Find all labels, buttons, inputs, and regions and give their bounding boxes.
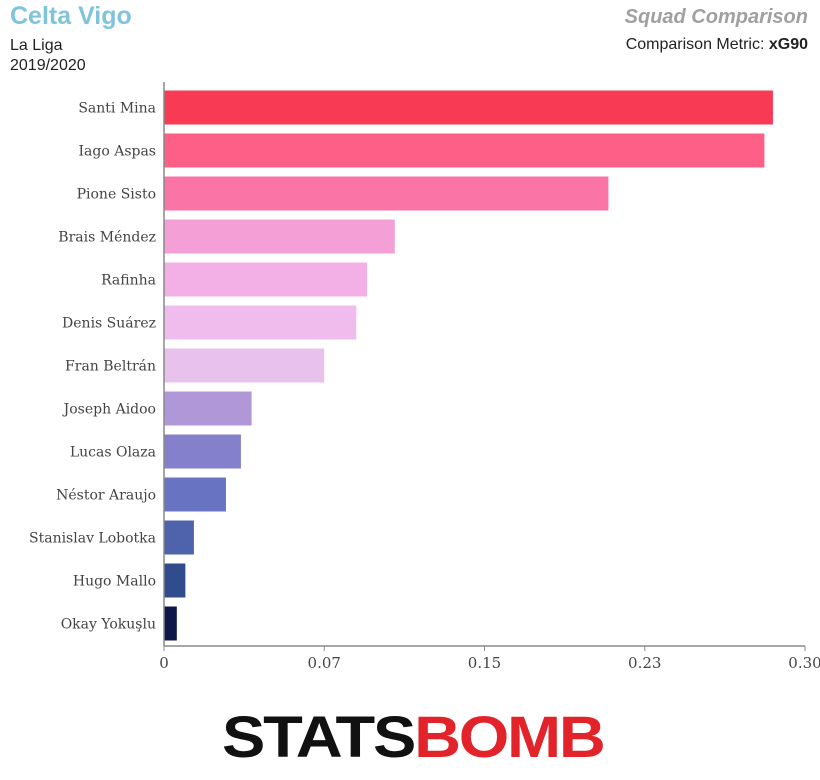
league-name: La Liga (10, 37, 63, 54)
category-label-10: Stanislav Lobotka (29, 531, 156, 547)
bar-7 (164, 391, 252, 426)
statsbomb-logo: STATSBOMB (222, 705, 606, 770)
category-label-2: Pione Sisto (77, 187, 156, 203)
category-label-8: Lucas Olaza (70, 445, 156, 461)
bar-8 (164, 434, 241, 469)
bar-1 (164, 133, 765, 168)
x-tick-label-4: 0.30 (788, 654, 820, 672)
x-tick-label-1: 0.07 (308, 654, 341, 672)
category-label-9: Néstor Araujo (56, 488, 156, 504)
bar-6 (164, 348, 325, 383)
category-label-4: Rafinha (101, 273, 156, 289)
chart-title: Squad Comparison (624, 6, 808, 28)
logo-stats: STATS (222, 705, 416, 770)
bar-11 (164, 563, 186, 598)
league-season: La Liga 2019/2020 (10, 36, 86, 76)
x-tick-label-3: 0.23 (628, 654, 661, 672)
comparison-metric: Comparison Metric: xG90 (626, 36, 808, 54)
x-tick-label-0: 0 (159, 654, 169, 672)
bar-0 (164, 90, 773, 125)
season: 2019/2020 (10, 57, 86, 74)
category-label-11: Hugo Mallo (73, 574, 156, 590)
team-name: Celta Vigo (10, 2, 132, 30)
category-label-7: Joseph Aidoo (62, 402, 156, 418)
bar-10 (164, 520, 194, 555)
category-label-12: Okay Yokuşlu (61, 617, 156, 633)
bar-12 (164, 606, 177, 641)
x-tick-label-2: 0.15 (468, 654, 501, 672)
bar-9 (164, 477, 226, 512)
category-label-0: Santi Mina (78, 101, 156, 117)
logo-bomb: BOMB (414, 705, 606, 770)
metric-label: Comparison Metric: (625, 36, 765, 53)
bar-3 (164, 219, 395, 254)
category-label-1: Iago Aspas (78, 144, 156, 160)
bar-chart: Santi Mina Iago Aspas Pione Sisto Brais Mén… (29, 82, 820, 672)
bar-4 (164, 262, 367, 297)
category-label-6: Fran Beltrán (65, 359, 156, 375)
category-label-5: Denis Suárez (62, 316, 156, 332)
bar-5 (164, 305, 357, 340)
metric-value: xG90 (768, 36, 808, 53)
bar-2 (164, 176, 609, 211)
category-label-3: Brais Méndez (58, 230, 156, 246)
